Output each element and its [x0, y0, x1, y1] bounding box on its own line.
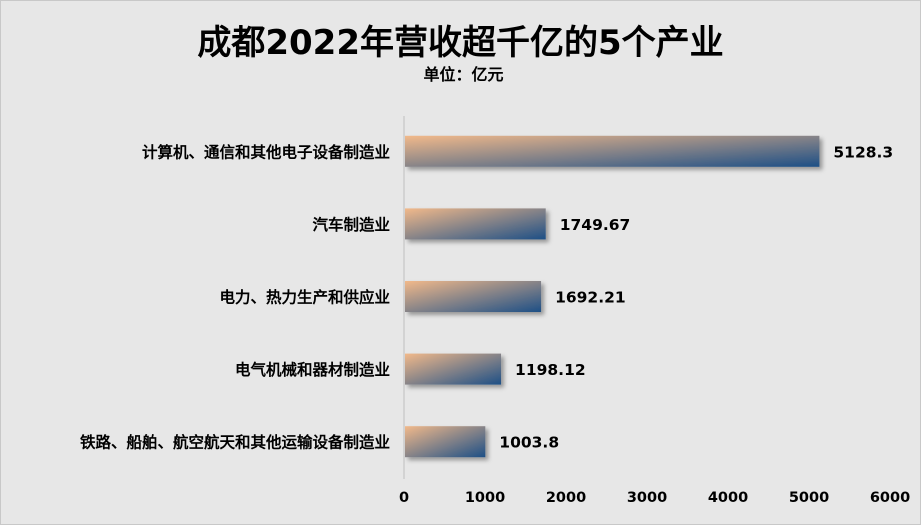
- category-label-3: 电气机械和器材制造业: [235, 360, 390, 379]
- category-label-4: 铁路、船舶、航空航天和其他运输设备制造业: [80, 433, 390, 452]
- bar-1: [405, 208, 546, 240]
- value-label-1: 1749.67: [560, 216, 631, 234]
- bar-4: [405, 426, 486, 458]
- x-tick-label-3: 3000: [627, 490, 667, 506]
- value-label-0: 5128.3: [833, 143, 893, 161]
- x-tick-label-2: 2000: [546, 490, 586, 506]
- chart-subtitle: 单位：亿元: [423, 65, 504, 84]
- value-label-4: 1003.8: [499, 434, 559, 452]
- x-tick-label-6: 6000: [870, 490, 910, 506]
- chart-title: 成都2022年营收超千亿的5个产业: [197, 23, 724, 63]
- x-tick-label-1: 1000: [465, 490, 505, 506]
- value-label-3: 1198.12: [515, 361, 586, 379]
- category-label-0: 计算机、通信和其他电子设备制造业: [142, 142, 390, 161]
- x-tick-label-4: 4000: [708, 490, 748, 506]
- category-label-2: 电力、热力生产和供应业: [219, 288, 390, 307]
- value-label-2: 1692.21: [555, 289, 626, 307]
- bar-3: [405, 353, 502, 385]
- category-label-1: 汽车制造业: [312, 215, 390, 234]
- bar-2: [405, 281, 542, 312]
- x-tick-label-0: 0: [399, 490, 409, 506]
- bar-0: [405, 135, 820, 167]
- x-tick-label-5: 5000: [789, 490, 829, 506]
